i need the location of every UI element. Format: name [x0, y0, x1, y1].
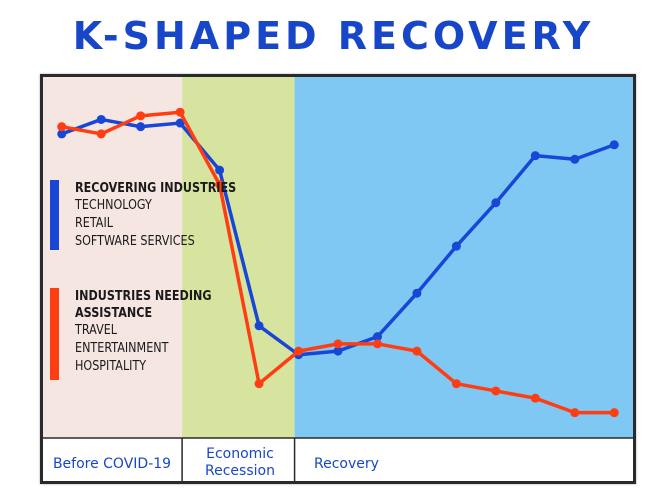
data-point: [215, 165, 225, 175]
data-point: [254, 379, 264, 389]
legend-item: ENTERTAINMENT: [75, 341, 169, 356]
legend-title-assistance: INDUSTRIES NEEDING ASSISTANCE: [75, 289, 212, 321]
data-point: [136, 111, 146, 121]
data-point: [294, 346, 304, 356]
data-point: [451, 241, 461, 251]
data-point: [254, 321, 264, 331]
data-point: [530, 393, 540, 403]
data-point: [215, 180, 225, 190]
legend-item: TRAVEL: [75, 323, 118, 338]
legend-item: SOFTWARE SERVICES: [75, 234, 195, 249]
data-point: [491, 198, 501, 208]
data-point: [570, 408, 580, 418]
legend-item: TECHNOLOGY: [75, 198, 152, 213]
data-point: [609, 408, 619, 418]
data-point: [372, 339, 382, 349]
data-point: [372, 332, 382, 342]
phase-label-economic-recession: Economic Recession: [205, 446, 275, 479]
data-point: [333, 339, 343, 349]
chart-title: K-SHAPED RECOVERY: [72, 14, 595, 58]
phase-band: [182, 76, 295, 438]
data-point: [333, 346, 343, 356]
data-point: [96, 129, 106, 139]
data-point: [491, 386, 501, 396]
data-point: [451, 379, 461, 389]
data-point: [57, 129, 67, 139]
legend-title-recovering: RECOVERING INDUSTRIES: [75, 181, 237, 196]
data-point: [412, 346, 422, 356]
data-point: [530, 151, 540, 161]
phase-label-recovery: Recovery: [314, 456, 379, 472]
data-point: [96, 114, 106, 124]
legend-item: HOSPITALITY: [75, 359, 147, 374]
data-point: [136, 122, 146, 132]
data-point: [175, 107, 185, 117]
data-point: [412, 288, 422, 298]
data-point: [57, 122, 67, 132]
phase-label-before-covid: Before COVID-19: [52, 456, 172, 472]
legend-swatch-recovering: [50, 180, 59, 250]
phase-label-strip: [42, 438, 634, 482]
phase-band: [294, 76, 634, 438]
legend-item: RETAIL: [75, 216, 113, 231]
legend-swatch-assistance: [50, 288, 59, 380]
plot-border: [41, 75, 635, 483]
data-point: [609, 140, 619, 150]
data-point: [175, 118, 185, 128]
data-point: [570, 154, 580, 164]
